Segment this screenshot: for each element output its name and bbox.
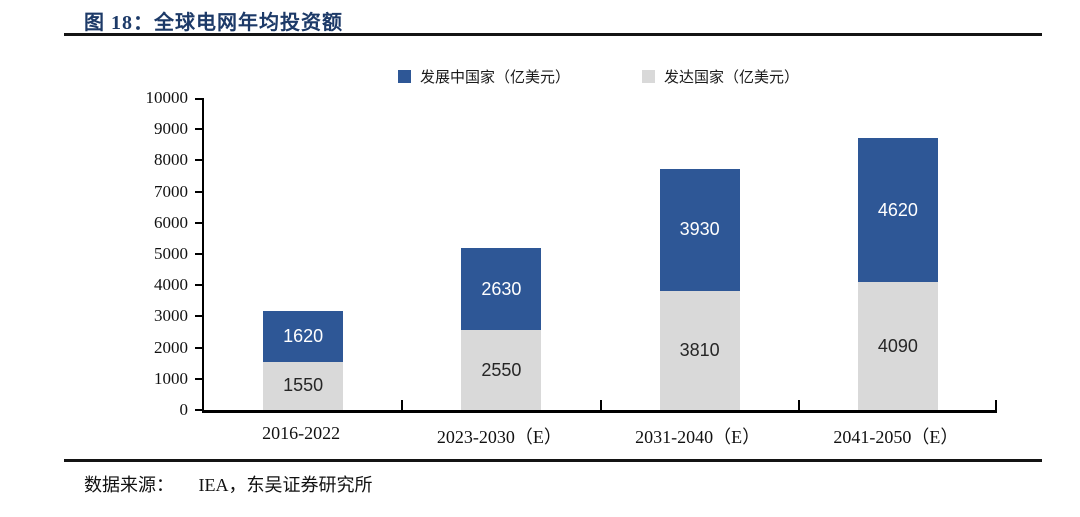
stacked-bar: 3930 3810: [659, 168, 740, 410]
y-axis-tick-mark: [195, 98, 202, 100]
y-axis-tick-mark: [195, 221, 202, 224]
y-axis-tick-mark: [195, 159, 202, 162]
legend-label-developed: 发达国家（亿美元）: [664, 70, 800, 86]
legend-item-developed: 发达国家（亿美元）: [642, 66, 799, 87]
plot-area: 0 1000 2000 3000 4000 5000 6000 7000 8000 9000 100…: [146, 88, 997, 419]
category-label: 2031-2040（E）: [635, 427, 761, 447]
y-axis-tick-label: 9000: [154, 119, 188, 139]
y-axis-tick-mark: [195, 377, 202, 380]
bar-segment: 4620: [857, 138, 938, 283]
chart-legend: 发展中国家（亿美元） 发达国家（亿美元）: [202, 66, 995, 87]
source-text: IEA，东吴证券研究所: [198, 475, 373, 495]
stacked-bar: 1620 1550: [263, 311, 344, 410]
bar-segment: 3810: [659, 291, 740, 410]
legend-swatch-developing-icon: [397, 70, 411, 83]
source-label: 数据来源：: [84, 475, 174, 495]
category-labels: 2016-2022 2023-2030（E） 2031-2040（E） 2041-20…: [202, 423, 995, 449]
title-divider: [64, 33, 1042, 36]
y-axis-tick-label: 1000: [154, 368, 188, 388]
category-label: 2041-2050（E）: [833, 427, 959, 447]
y-axis-tick-mark: [195, 128, 202, 131]
y-axis-tick-mark: [195, 346, 202, 349]
bar-segment: 2630: [461, 248, 542, 331]
x-axis-tick-mark: [995, 400, 997, 410]
y-axis-tick-label: 7000: [154, 181, 188, 201]
bar-segment: 1620: [263, 311, 344, 362]
y-axis-tick-mark: [195, 253, 202, 255]
bar-segment: 1550: [263, 361, 344, 410]
legend-label-developing: 发展中国家（亿美元）: [419, 70, 570, 86]
bar-segment: 4090: [857, 282, 938, 410]
x-axis-tick-mark: [401, 400, 404, 410]
x-axis-tick-mark: [599, 400, 602, 410]
figure-title: 图 18：全球电网年均投资额: [84, 12, 343, 34]
source-divider: [64, 459, 1042, 462]
y-axis-tick-label: 5000: [154, 244, 188, 263]
y-axis-tick-label: 2000: [154, 337, 188, 357]
bar-segment: 2550: [461, 330, 542, 410]
legend-swatch-developed-icon: [642, 70, 655, 83]
category-label: 2016-2022: [262, 423, 341, 443]
category-label: 2023-2030（E）: [436, 427, 562, 447]
y-axis-tick-mark: [195, 190, 202, 193]
y-axis-tick-label: 6000: [154, 212, 188, 232]
y-axis-tick-mark: [195, 315, 202, 318]
y-axis-tick-label: 0: [179, 400, 189, 419]
source-line: 数据来源： IEA，东吴证券研究所: [84, 471, 373, 497]
stacked-bar: 2630 2550: [461, 248, 542, 410]
y-axis-tick-label: 3000: [154, 306, 188, 326]
legend-item-developing: 发展中国家（亿美元）: [397, 66, 570, 87]
y-axis-tick-label: 10000: [145, 88, 189, 107]
y-axis-tick-label: 4000: [154, 275, 188, 295]
y-axis-tick-mark: [195, 409, 202, 411]
chart-area: 发展中国家（亿美元） 发达国家（亿美元） 0 1000 2000 3000 4000 50…: [0, 40, 1080, 455]
y-axis-tick-mark: [195, 284, 202, 287]
stacked-bar: 4620 4090: [857, 138, 938, 410]
y-axis-tick-label: 8000: [154, 150, 188, 170]
x-axis-tick-mark: [797, 400, 800, 410]
bar-segment: 3930: [659, 168, 740, 292]
